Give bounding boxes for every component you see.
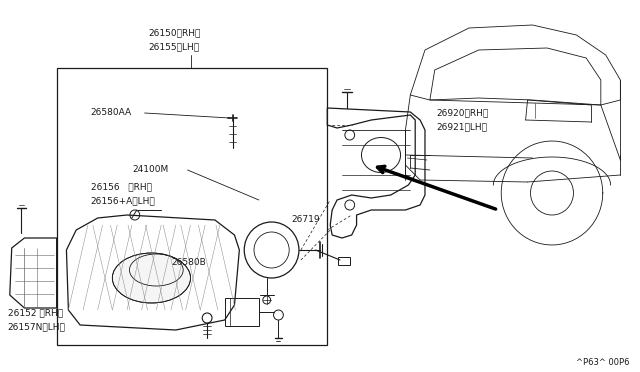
Text: 26157N〈LH〉: 26157N〈LH〉 [8, 322, 66, 331]
Text: 26719: 26719 [291, 215, 320, 224]
Text: 26580B: 26580B [171, 258, 205, 267]
Ellipse shape [113, 253, 191, 303]
Text: 26921〈LH〉: 26921〈LH〉 [436, 122, 488, 131]
Text: 26152 〈RH〉: 26152 〈RH〉 [8, 308, 63, 317]
Text: 26920〈RH〉: 26920〈RH〉 [436, 108, 489, 117]
Text: 26156+A〈LH〉: 26156+A〈LH〉 [91, 196, 156, 205]
Bar [225, 298, 259, 326]
Text: 26156   〈RH〉: 26156 〈RH〉 [91, 182, 152, 191]
Text: 24100M: 24100M [132, 165, 168, 174]
Bar [338, 257, 349, 265]
Text: ^P63^ 00P6: ^P63^ 00P6 [577, 358, 630, 367]
Text: 26580AA: 26580AA [91, 108, 132, 117]
Bar [57, 68, 327, 345]
Text: 26150〈RH〉: 26150〈RH〉 [148, 28, 201, 37]
Text: 26155〈LH〉: 26155〈LH〉 [148, 42, 200, 51]
